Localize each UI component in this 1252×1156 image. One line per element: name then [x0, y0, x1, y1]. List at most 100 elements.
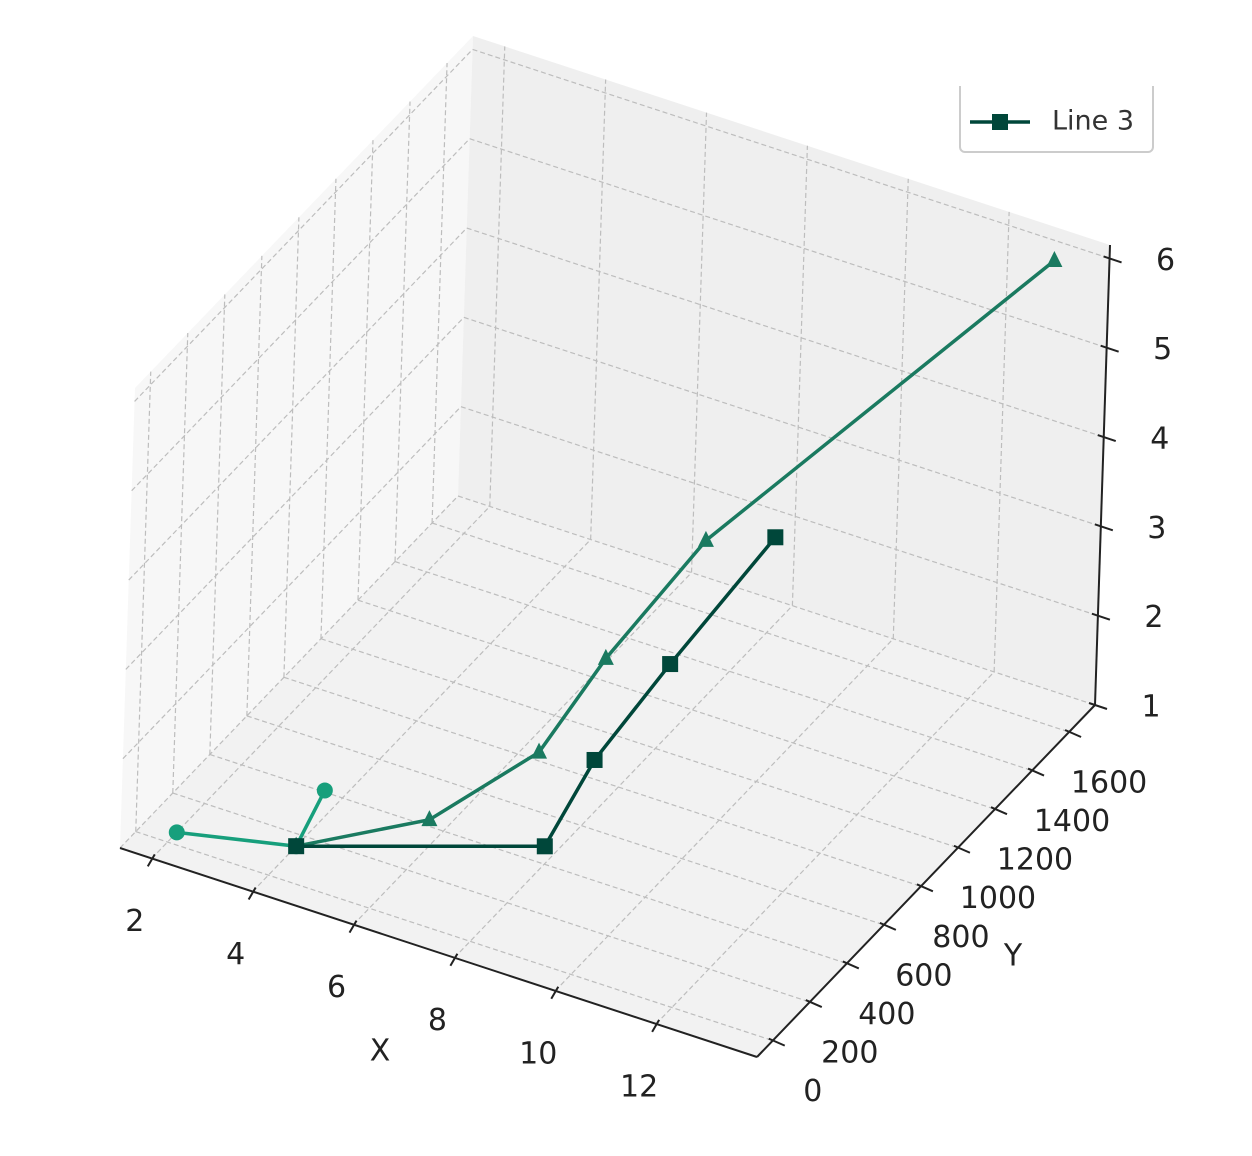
tick-mark — [916, 883, 934, 893]
grid-line — [122, 406, 462, 760]
grid-line — [791, 145, 808, 606]
marker — [767, 529, 784, 546]
x-tick-label: 12 — [620, 1069, 658, 1104]
marker — [1046, 250, 1063, 267]
x-tick-label: 10 — [519, 1036, 557, 1071]
x-axis-label: X — [370, 1034, 391, 1069]
y-axis-label: Y — [1003, 939, 1023, 974]
legend: Line 2 Line 3 — [959, 62, 1154, 153]
y-tick-label: 1200 — [997, 843, 1073, 878]
z-tick-label: 5 — [1153, 332, 1172, 367]
tick-mark — [768, 1037, 786, 1047]
y-tick-label: 1000 — [960, 881, 1036, 916]
grid-line — [554, 638, 894, 992]
legend-label: Line 2 — [1052, 62, 1134, 93]
grid-line — [353, 572, 692, 926]
grid-line — [892, 178, 909, 639]
tick-mark — [953, 844, 971, 854]
y-tick-label: 1600 — [1071, 766, 1147, 801]
x-axis — [119, 847, 758, 1058]
marker — [316, 782, 333, 799]
left-pane — [120, 36, 473, 848]
tick-mark — [1094, 523, 1114, 532]
grid-line — [151, 506, 491, 859]
grid-line — [357, 140, 374, 601]
grid-line — [431, 62, 448, 524]
lines — [168, 250, 1063, 855]
z-tick-label: 6 — [1156, 243, 1175, 278]
z-tick-label: 1 — [1141, 690, 1160, 725]
tick-mark — [1103, 255, 1122, 264]
tick-mark — [1091, 612, 1111, 621]
x-tick-label: 8 — [428, 1003, 447, 1038]
y-tick-label: 600 — [895, 958, 952, 993]
tick-mark — [146, 853, 156, 867]
marker — [662, 656, 679, 673]
tick-mark — [651, 1019, 660, 1033]
back-pane — [458, 36, 1110, 705]
grid-line — [172, 333, 189, 794]
grid-line — [993, 211, 1010, 672]
tick-mark — [1100, 344, 1119, 353]
marker — [531, 742, 548, 759]
floor-pane — [120, 496, 1095, 1057]
marker — [992, 68, 1008, 84]
y-tick-label: 800 — [932, 920, 989, 955]
grid-line — [246, 255, 263, 716]
grid-line — [489, 46, 506, 507]
tick-mark — [1088, 702, 1108, 710]
marker — [421, 810, 438, 827]
z-tick-label: 4 — [1150, 422, 1169, 457]
y-tick-label: 0 — [803, 1074, 822, 1109]
y-tick-label: 1400 — [1034, 804, 1110, 839]
y-axis — [756, 704, 1096, 1058]
marker — [168, 824, 185, 841]
grid-line — [655, 671, 995, 1025]
grid-line — [125, 316, 465, 670]
series-line — [295, 259, 1056, 848]
z-axis — [1094, 244, 1111, 706]
grid-line — [131, 138, 471, 492]
grid-line — [283, 217, 300, 678]
grid-line — [453, 605, 793, 959]
grid-line — [394, 101, 411, 562]
grid-line — [209, 294, 226, 755]
y-tick-label: 200 — [821, 1036, 878, 1071]
grid — [119, 46, 1110, 1042]
grid-line — [134, 48, 473, 402]
tick-mark — [1097, 434, 1117, 442]
panes — [120, 36, 1110, 1057]
x-tick-label: 2 — [125, 904, 144, 939]
x-tick-label: 6 — [327, 970, 346, 1005]
grid-line — [320, 178, 337, 639]
tick-mark — [990, 806, 1008, 816]
grid-line — [128, 227, 468, 581]
tick-mark — [879, 921, 897, 931]
marker — [586, 751, 603, 768]
tick-mark — [1064, 729, 1082, 738]
tick-mark — [550, 986, 560, 1000]
tick-mark — [247, 887, 257, 901]
tick-mark — [1027, 767, 1045, 777]
tick-mark — [842, 960, 860, 970]
z-tick-label: 3 — [1147, 511, 1166, 546]
marker — [697, 530, 714, 547]
x-tick-label: 4 — [226, 937, 245, 972]
y-tick-label: 400 — [858, 997, 915, 1032]
tick-mark — [805, 999, 823, 1008]
z-tick-label: 2 — [1144, 600, 1163, 635]
marker — [536, 838, 553, 855]
legend-box — [959, 86, 1154, 153]
grid-line — [135, 371, 152, 832]
marker — [597, 648, 614, 665]
grid-line — [252, 539, 592, 892]
grid-line — [690, 112, 708, 573]
grid-line — [590, 79, 607, 540]
tick-mark — [449, 953, 459, 967]
legend-label: Line 3 — [1052, 106, 1134, 137]
marker — [288, 838, 305, 855]
grid-line — [119, 495, 459, 849]
